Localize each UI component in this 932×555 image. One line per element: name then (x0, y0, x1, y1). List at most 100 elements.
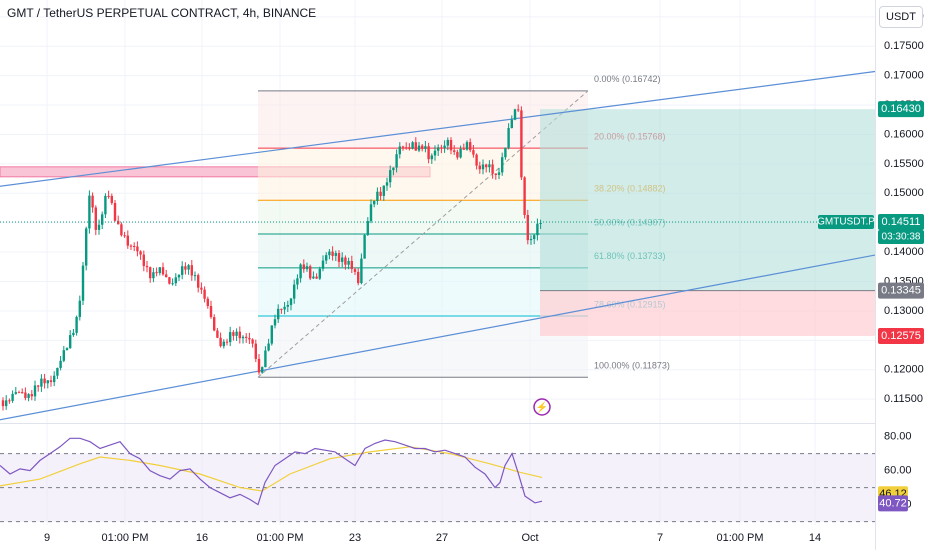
time-axis-label: 27 (436, 532, 448, 544)
candle-body (123, 235, 126, 237)
price-tick-label: 0.17000 (884, 70, 924, 82)
candle-body (75, 316, 78, 333)
candle-body (491, 164, 494, 174)
candle-body (126, 235, 129, 246)
candle-body (24, 392, 27, 399)
candle-body (190, 265, 193, 276)
candle-body (401, 146, 405, 148)
candle-body (299, 264, 302, 279)
candle-body (85, 228, 88, 266)
candle-body (360, 258, 363, 284)
candle-body (373, 200, 376, 205)
price-tick-label: 0.15000 (884, 187, 924, 199)
candle-body (219, 337, 222, 347)
fib-trend-line (257, 90, 589, 378)
candle-body (11, 393, 14, 401)
candle-body (229, 332, 232, 343)
currency-button[interactable]: USDT (879, 6, 923, 28)
position-stop-zone (540, 290, 875, 336)
candle-body (161, 267, 165, 275)
candle-body (481, 164, 485, 170)
candle-body (62, 350, 65, 361)
price-label-box (878, 327, 924, 344)
countdown-label: 03:30:38 (882, 232, 921, 243)
price-tick-label: 0.14000 (884, 246, 924, 258)
candle-body (539, 222, 542, 224)
candle-body (478, 165, 481, 170)
candle-body (248, 337, 251, 340)
rsi-tick-label: 80.00 (884, 431, 912, 443)
candle-body (494, 173, 497, 175)
candle-body (411, 142, 414, 149)
candle-body (184, 266, 187, 270)
candle-body (334, 253, 337, 256)
time-axis-label: 9 (44, 532, 50, 544)
rsi-line (0, 437, 543, 506)
candle-body (129, 245, 133, 247)
candle-body (449, 139, 453, 151)
price-label: 0.14511 (882, 216, 921, 228)
time-axis-label: 7 (657, 532, 663, 544)
fib-level-label: 0.00% (0.16742) (594, 74, 661, 84)
candle-body (328, 251, 331, 256)
price-label-box (878, 282, 924, 299)
candle-body (337, 253, 341, 262)
candle-body (206, 298, 209, 307)
candle-body (46, 380, 49, 384)
candle-body (158, 267, 161, 274)
candle-body (174, 277, 177, 284)
candle-body (5, 400, 8, 407)
candle-body (315, 276, 318, 279)
chart-title: GMT / TetherUS PERPETUAL CONTRACT, 4h, B… (7, 6, 317, 20)
candle-body (245, 336, 248, 338)
time-axis-label: Oct (521, 532, 538, 544)
rsi-tick-label: 60.00 (884, 465, 912, 477)
time-axis-label: 14 (809, 532, 821, 544)
candle-body (363, 234, 366, 259)
candle-body (254, 343, 257, 359)
flash-icon (533, 398, 551, 416)
candle-body (133, 246, 136, 248)
candle-body (91, 195, 94, 208)
fib-zone (258, 267, 588, 316)
candle-body (353, 269, 357, 272)
candle-body (40, 378, 43, 387)
candle-body (65, 348, 69, 351)
candle-body (14, 392, 17, 394)
candle-body (17, 392, 21, 394)
candle-body (152, 272, 155, 279)
time-axis-label: 01:00 PM (716, 532, 763, 544)
time-axis-label: 01:00 PM (101, 532, 148, 544)
candle-body (533, 235, 536, 240)
candle-body (238, 331, 241, 339)
candle-body (216, 330, 219, 338)
candle-body (459, 148, 462, 158)
candle-body (241, 336, 245, 339)
candle-body (341, 257, 344, 262)
candle-body (101, 214, 104, 225)
candle-body (357, 271, 360, 284)
candle-body (389, 170, 392, 183)
fib-zone (258, 148, 588, 201)
candle-body (165, 274, 168, 278)
candle-body (395, 154, 398, 168)
candle-body (8, 400, 11, 402)
time-axis-label: 16 (196, 532, 208, 544)
candle-body (149, 267, 152, 279)
fib-zone (258, 90, 588, 149)
candle-body (376, 191, 379, 201)
price-label-box (878, 101, 924, 118)
candle-body (37, 385, 40, 387)
candle-body (433, 150, 437, 156)
candle-body (136, 246, 139, 252)
candle-body (443, 145, 446, 148)
candle-body (257, 358, 261, 373)
flash-icon-glyph: ⚡ (536, 401, 548, 414)
candle-body (453, 150, 456, 152)
price-label-box (878, 214, 924, 231)
candle-body (181, 266, 184, 275)
candle-body (289, 298, 293, 305)
rsi-pane-separator (0, 423, 875, 424)
candle-body (405, 147, 408, 149)
